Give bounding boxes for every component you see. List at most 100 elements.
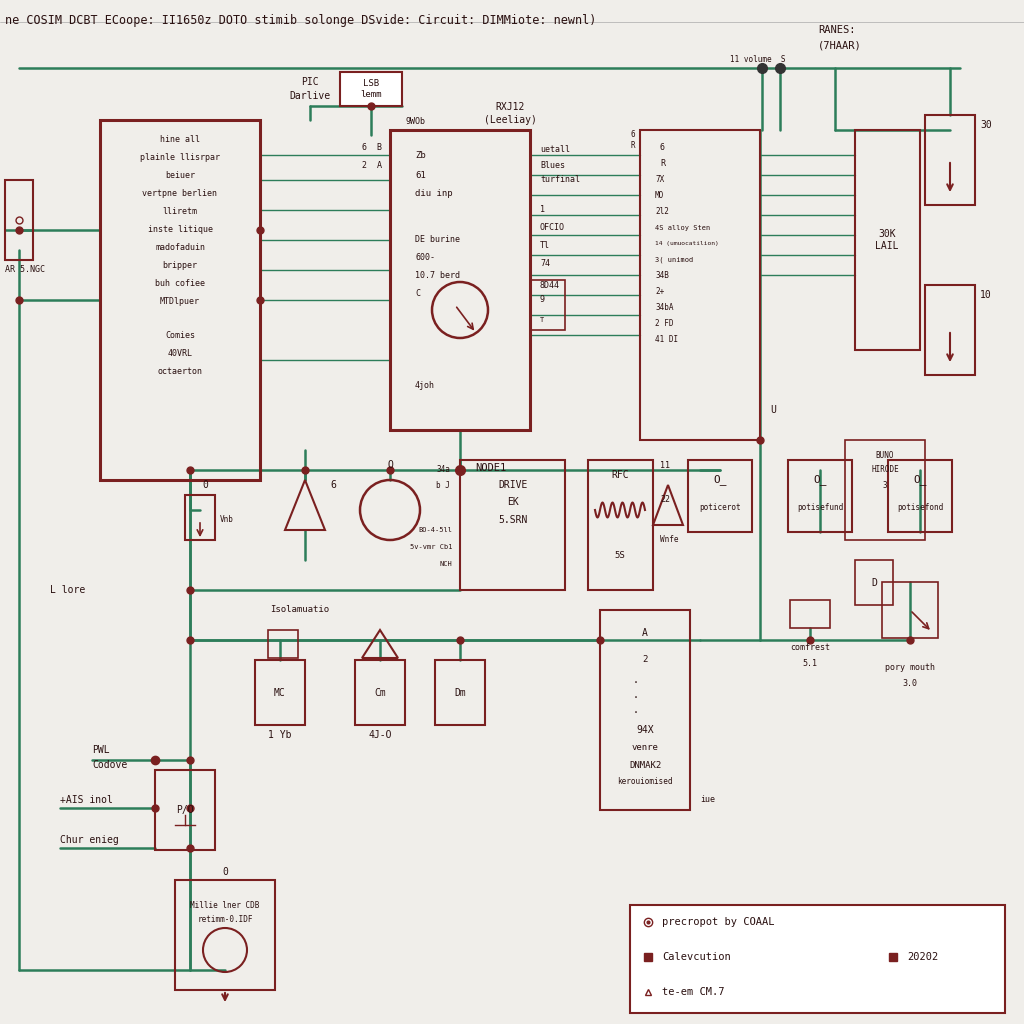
Text: Darlive: Darlive <box>290 91 331 101</box>
Text: RFC: RFC <box>611 470 629 480</box>
Bar <box>845 440 925 540</box>
Bar <box>530 280 565 330</box>
Text: DNMAK2: DNMAK2 <box>629 761 662 769</box>
Text: 7X: 7X <box>655 175 665 184</box>
Text: MC: MC <box>274 688 286 698</box>
Text: Millie lner CDB: Millie lner CDB <box>190 900 260 909</box>
Bar <box>460 460 565 590</box>
Text: BO-4-5ll: BO-4-5ll <box>418 527 452 534</box>
Text: O_: O_ <box>913 474 927 485</box>
Text: retimm-0.IDF: retimm-0.IDF <box>198 915 253 925</box>
Text: 5.1: 5.1 <box>803 658 817 668</box>
Text: uetall: uetall <box>540 145 570 155</box>
Bar <box>175 880 275 990</box>
Bar <box>435 660 485 725</box>
Text: 41 DI: 41 DI <box>655 336 678 344</box>
Text: 94X: 94X <box>636 725 653 735</box>
Text: beiuer: beiuer <box>165 171 195 180</box>
Text: (Leeliay): (Leeliay) <box>483 115 537 125</box>
Text: 2+: 2+ <box>655 288 665 297</box>
Text: 0: 0 <box>222 867 228 877</box>
Text: octaerton: octaerton <box>158 367 203 376</box>
Text: Comies: Comies <box>165 331 195 340</box>
Bar <box>155 770 215 850</box>
Text: ne COSIM DCBT ECoope: II1650z DOTO stimib solonge DSvide: Circuit: DIMMiote: new: ne COSIM DCBT ECoope: II1650z DOTO stimi… <box>5 14 596 27</box>
Text: 6  B: 6 B <box>362 143 382 153</box>
Text: NCH: NCH <box>439 561 452 567</box>
Text: Tl: Tl <box>540 242 550 251</box>
Text: RXJ12: RXJ12 <box>496 102 524 112</box>
Text: MO: MO <box>655 191 665 201</box>
Text: turfinal: turfinal <box>540 175 580 184</box>
Text: T: T <box>540 317 544 323</box>
Text: 40VRL: 40VRL <box>168 348 193 357</box>
Bar <box>340 72 402 106</box>
Text: Dm: Dm <box>454 688 466 698</box>
Text: 10.7 berd: 10.7 berd <box>415 270 460 280</box>
Text: te-em CM.7: te-em CM.7 <box>662 987 725 997</box>
Text: lliretm: lliretm <box>163 208 198 216</box>
Text: 11 volume  S: 11 volume S <box>730 55 785 65</box>
Bar <box>268 630 298 658</box>
Text: 22: 22 <box>660 496 670 505</box>
Bar <box>600 610 690 810</box>
Text: 2: 2 <box>642 655 648 665</box>
Text: Codove: Codove <box>92 760 127 770</box>
Text: .: . <box>633 690 639 700</box>
Text: EK: EK <box>507 497 519 507</box>
Text: diu inp: diu inp <box>415 188 453 198</box>
Text: Wnfe: Wnfe <box>660 536 679 545</box>
Bar <box>688 460 752 532</box>
Text: 61: 61 <box>415 171 426 179</box>
Text: Zb: Zb <box>415 151 426 160</box>
Bar <box>640 130 760 440</box>
Text: RANES:: RANES: <box>818 25 855 35</box>
Text: 4S alloy Sten: 4S alloy Sten <box>655 225 711 231</box>
Text: 1: 1 <box>540 206 545 214</box>
Text: 74: 74 <box>540 259 550 268</box>
Text: comfrest: comfrest <box>790 643 830 652</box>
Text: 34bA: 34bA <box>655 303 674 312</box>
Text: O_: O_ <box>714 474 727 485</box>
Text: 3.0: 3.0 <box>902 679 918 687</box>
Bar <box>788 460 852 532</box>
Text: plainle llisrpar: plainle llisrpar <box>140 154 220 163</box>
Text: 2 FD: 2 FD <box>655 319 674 329</box>
Text: kerouiomised: kerouiomised <box>617 777 673 786</box>
Text: Chur enieg: Chur enieg <box>60 835 119 845</box>
Text: 30: 30 <box>980 120 992 130</box>
Text: +AIS inol: +AIS inol <box>60 795 113 805</box>
Text: P/O: P/O <box>176 805 194 815</box>
Text: PIC: PIC <box>301 77 318 87</box>
Bar <box>925 285 975 375</box>
Text: 1 Yb: 1 Yb <box>268 730 292 740</box>
Text: NODE1: NODE1 <box>475 463 506 473</box>
Bar <box>255 660 305 725</box>
Text: 8D44: 8D44 <box>540 281 560 290</box>
Text: MTDlpuer: MTDlpuer <box>160 298 200 306</box>
Text: 4J-O: 4J-O <box>369 730 392 740</box>
Text: 6: 6 <box>660 143 665 153</box>
Bar <box>790 600 830 628</box>
Bar <box>355 660 406 725</box>
Text: precropot by COAAL: precropot by COAAL <box>662 918 774 927</box>
Text: 3( unimod: 3( unimod <box>655 257 693 263</box>
Bar <box>5 180 33 260</box>
Text: Cm: Cm <box>374 688 386 698</box>
Text: pory mouth: pory mouth <box>885 664 935 673</box>
Text: U: U <box>770 406 776 415</box>
Text: 2  A: 2 A <box>362 161 382 170</box>
Text: A: A <box>642 628 648 638</box>
Text: 10: 10 <box>980 290 992 300</box>
Text: .: . <box>633 675 639 685</box>
Text: Isolamuatio: Isolamuatio <box>270 605 329 614</box>
Text: 6
R: 6 R <box>631 130 635 150</box>
Text: 4joh: 4joh <box>415 381 435 389</box>
Bar <box>925 115 975 205</box>
Bar <box>882 582 938 638</box>
Text: 5.SRN: 5.SRN <box>499 515 527 525</box>
Text: 11: 11 <box>660 461 670 469</box>
Text: hine all: hine all <box>160 135 200 144</box>
Text: HIRODE: HIRODE <box>871 466 899 474</box>
Text: b J: b J <box>436 480 450 489</box>
